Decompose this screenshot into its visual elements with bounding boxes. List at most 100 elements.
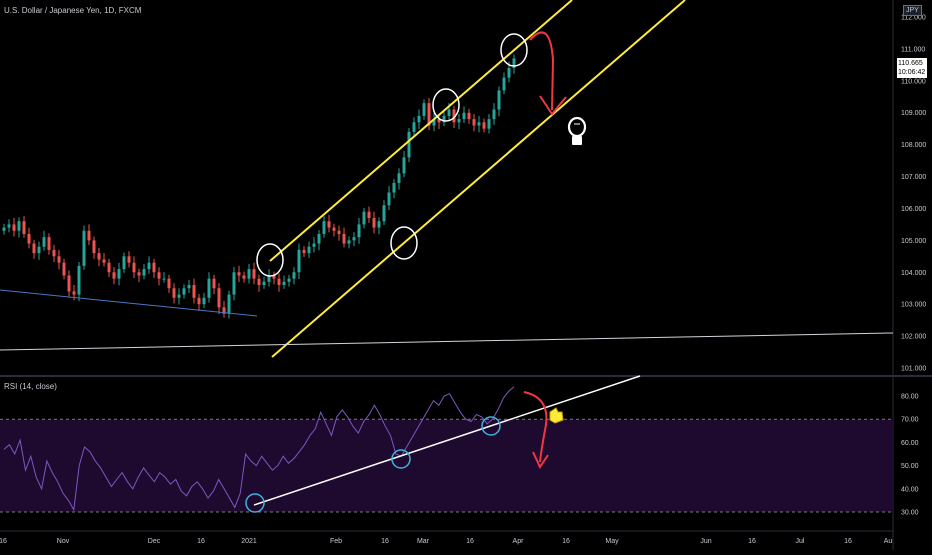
price-circle-marker[interactable] <box>390 226 418 260</box>
time-tick-label: Mar <box>417 538 430 545</box>
candle-body <box>107 262 111 273</box>
candle-body <box>302 249 306 254</box>
candle-body <box>17 221 21 231</box>
candle-body <box>272 275 276 279</box>
candle <box>152 258 156 279</box>
candle <box>292 267 296 285</box>
price-circle-marker[interactable] <box>432 88 460 122</box>
candle-body <box>232 272 236 295</box>
red-down-arrow[interactable] <box>529 31 555 111</box>
candle <box>382 200 386 226</box>
rsi-series-line <box>3 386 515 512</box>
candle <box>32 239 36 259</box>
candle <box>122 252 126 273</box>
candle <box>237 265 241 283</box>
price-tick-label: 106.000 <box>901 206 926 213</box>
rsi-tick-label: 70.00 <box>901 417 919 424</box>
candle <box>197 293 201 311</box>
rsi-trendline[interactable] <box>253 375 641 506</box>
candle-body <box>142 269 146 276</box>
channel-lower-line[interactable] <box>271 0 686 358</box>
candle-body <box>122 256 126 270</box>
descending-trendline[interactable] <box>0 289 258 317</box>
candle <box>227 290 231 319</box>
currency-label[interactable]: JPY <box>903 5 922 16</box>
price-circle-marker[interactable] <box>500 33 528 67</box>
candle-body <box>92 240 96 254</box>
candle-body <box>332 227 336 231</box>
rsi-axis[interactable]: 80.00 70.00 60.00 50.00 40.00 30.00 <box>901 394 919 517</box>
candle <box>232 267 236 301</box>
candle <box>417 109 421 130</box>
candle-body <box>217 288 221 308</box>
rsi-circle-marker[interactable] <box>245 493 265 513</box>
candle-body <box>82 230 86 266</box>
candle-body <box>432 119 436 126</box>
rsi-red-arrow-head[interactable] <box>532 451 549 470</box>
channel-upper-line[interactable] <box>269 0 573 262</box>
time-tick-label: 16 <box>844 538 852 545</box>
time-axis[interactable]: 16 Nov Dec 16 2021 Feb 16 Mar 16 Apr 16 May Jun 16 Jul… <box>0 538 892 545</box>
candle <box>27 227 31 249</box>
candle-body <box>437 119 441 123</box>
candle <box>397 168 401 190</box>
price-tick-label: 102.000 <box>901 334 926 341</box>
rsi-zone <box>0 419 893 512</box>
candle-body <box>22 221 26 234</box>
candle <box>352 232 356 247</box>
candle-body <box>237 272 241 276</box>
candle <box>457 114 461 130</box>
candle-body <box>87 230 91 241</box>
candle-body <box>152 262 156 273</box>
lightbulb-icon[interactable] <box>567 116 587 145</box>
candle <box>407 128 411 163</box>
candle-body <box>162 278 166 280</box>
rsi-title[interactable]: RSI (14, close) <box>4 382 57 391</box>
candle-body <box>502 77 506 91</box>
candle-body <box>222 307 226 314</box>
candle-body <box>362 211 366 225</box>
price-pane[interactable] <box>0 0 893 374</box>
candle-body <box>377 221 381 228</box>
candle-body <box>352 237 356 241</box>
horizontal-support-line[interactable] <box>0 332 894 351</box>
candle-body <box>167 278 171 289</box>
candle <box>402 151 406 178</box>
price-circle-marker[interactable] <box>256 243 284 277</box>
candle-body <box>462 112 466 120</box>
candle <box>57 249 61 270</box>
candle-body <box>247 269 251 279</box>
drawings[interactable] <box>0 0 894 513</box>
rsi-circle-marker[interactable] <box>481 416 501 436</box>
pointing-hand-icon[interactable] <box>549 407 564 424</box>
rsi-line <box>3 386 515 512</box>
candle <box>372 211 376 234</box>
candle <box>212 274 216 294</box>
candle-body <box>307 246 311 254</box>
candle <box>297 243 301 279</box>
candle <box>127 251 131 268</box>
rsi-red-down-arrow[interactable] <box>523 391 548 463</box>
candle-body <box>227 294 231 314</box>
rsi-tick-label: 40.00 <box>901 486 919 493</box>
rsi-circle-marker[interactable] <box>391 449 411 469</box>
time-tick-label: May <box>605 538 619 545</box>
candle <box>342 227 346 248</box>
candle <box>192 278 196 304</box>
candle <box>187 279 191 294</box>
candle-body <box>47 237 51 250</box>
candle <box>17 217 21 238</box>
last-price-tag: 110.665 10:06:42 <box>897 58 927 78</box>
candle <box>467 108 471 124</box>
red-arrow-head[interactable] <box>539 95 567 116</box>
symbol-title[interactable]: U.S. Dollar / Japanese Yen, 1D, FXCM <box>4 6 142 15</box>
candle <box>512 54 516 74</box>
candle-body <box>207 278 211 298</box>
candle-body <box>27 233 31 244</box>
candle-body <box>52 249 56 257</box>
candle-body <box>412 122 416 132</box>
candle-body <box>417 115 421 123</box>
price-axis[interactable]: 112.000 111.000 110.000 109.000 108.000 107.0… <box>901 15 926 373</box>
